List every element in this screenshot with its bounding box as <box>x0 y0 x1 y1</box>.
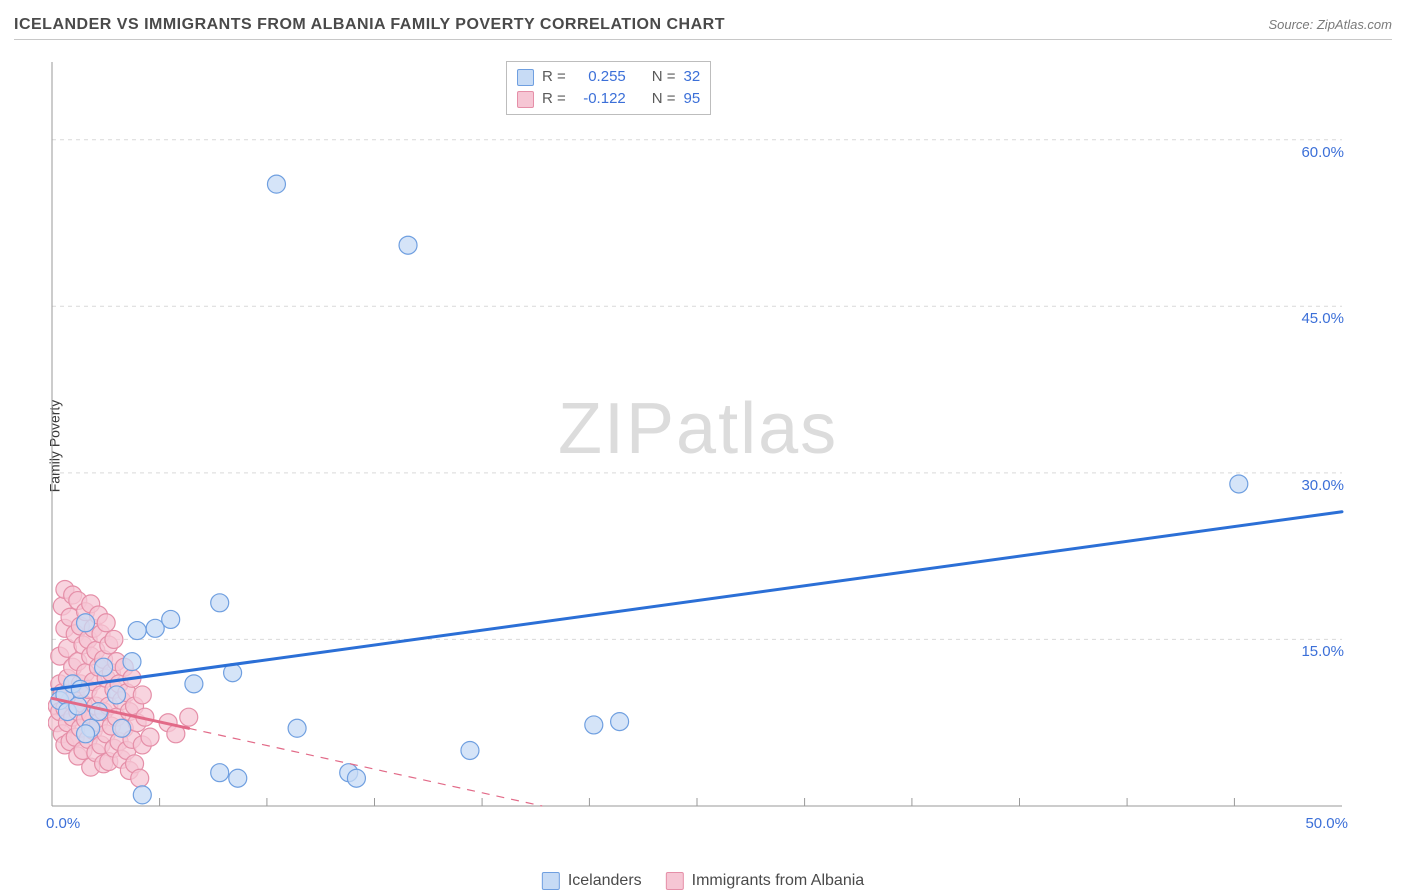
stats-row: R = 0.255 N = 32 <box>517 66 700 88</box>
scatter-plot <box>48 58 1346 830</box>
chart-title: ICELANDER VS IMMIGRANTS FROM ALBANIA FAM… <box>14 16 725 34</box>
x-axis-max-label: 50.0% <box>1305 815 1348 832</box>
swatch-icon <box>517 91 534 108</box>
correlation-stats-box: R = 0.255 N = 32 R = -0.122 N = 95 <box>506 61 711 115</box>
legend-item: Icelanders <box>542 872 642 890</box>
r-value: -0.122 <box>574 88 626 110</box>
stats-row: R = -0.122 N = 95 <box>517 88 700 110</box>
source-attribution: Source: ZipAtlas.com <box>1268 17 1392 32</box>
swatch-icon <box>542 872 560 890</box>
chart-header: ICELANDER VS IMMIGRANTS FROM ALBANIA FAM… <box>14 10 1392 40</box>
y-tick-label: 60.0% <box>1301 144 1344 161</box>
legend-label: Icelanders <box>568 872 642 890</box>
swatch-icon <box>517 69 534 86</box>
swatch-icon <box>666 872 684 890</box>
n-value: 95 <box>684 88 701 110</box>
x-axis-min-label: 0.0% <box>46 815 80 832</box>
chart-area: ZIPatlas R = 0.255 N = 32 R = -0.122 N =… <box>48 58 1346 830</box>
r-value: 0.255 <box>574 66 626 88</box>
y-tick-label: 30.0% <box>1301 477 1344 494</box>
n-value: 32 <box>684 66 701 88</box>
legend-item: Immigrants from Albania <box>666 872 865 890</box>
y-tick-label: 45.0% <box>1301 310 1344 327</box>
legend: Icelanders Immigrants from Albania <box>542 872 864 890</box>
legend-label: Immigrants from Albania <box>692 872 865 890</box>
y-tick-label: 15.0% <box>1301 643 1344 660</box>
